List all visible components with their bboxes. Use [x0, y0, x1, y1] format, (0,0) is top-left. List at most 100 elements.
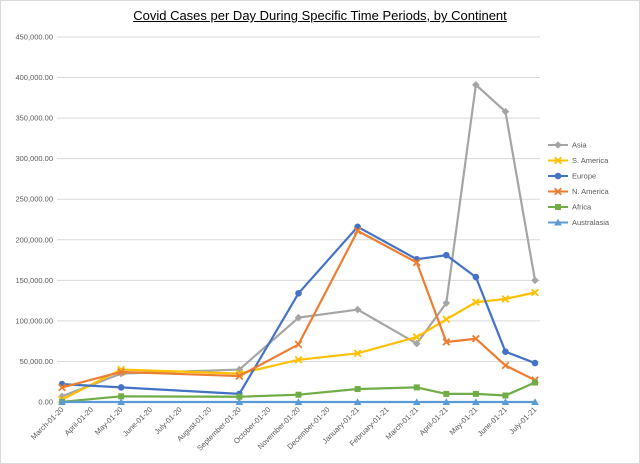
x-marker: [412, 258, 421, 267]
diamond-marker: [117, 369, 125, 378]
x-marker: [442, 338, 451, 346]
square-marker: [472, 390, 479, 397]
y-tick-label: 400,000.00: [15, 73, 53, 82]
square-marker: [295, 391, 302, 398]
square-marker: [354, 386, 361, 393]
series-n-america: [58, 226, 539, 392]
square-marker: [555, 204, 561, 210]
circle-marker: [502, 348, 509, 356]
circle-marker: [295, 290, 302, 297]
y-tick-label: 50,000.00: [20, 357, 53, 366]
diamond-marker: [554, 141, 562, 149]
x-marker: [471, 298, 480, 307]
y-tick-label: 100,000.00: [15, 316, 53, 325]
triangle-marker: [412, 398, 421, 405]
series-australasia: [58, 398, 539, 405]
circle-marker: [472, 273, 480, 281]
x-tick-label: March-01-20: [29, 405, 65, 441]
x-tick-label: June-01-20: [121, 405, 154, 438]
x-tick-label: April-01-21: [417, 405, 449, 437]
y-tick-label: 200,000.00: [15, 235, 53, 244]
series-line: [61, 291, 536, 401]
legend-label: Europe: [572, 172, 596, 181]
square-marker: [443, 390, 450, 397]
triangle-marker: [117, 398, 125, 405]
triangle-marker: [294, 398, 303, 405]
triangle-marker: [442, 398, 451, 405]
legend-item: Africa: [548, 203, 592, 212]
diamond-marker: [353, 305, 362, 314]
diamond-marker: [472, 81, 480, 89]
series-s-america: [58, 288, 539, 404]
series-asia: [58, 81, 539, 401]
series-line: [61, 229, 536, 389]
legend-label: S. America: [572, 156, 609, 165]
legend-item: Australasia: [548, 218, 610, 227]
circle-marker: [531, 359, 539, 367]
x-marker: [412, 333, 421, 342]
legend: Asia S. America Europe N. America Africa Aust…: [548, 141, 610, 227]
x-marker: [554, 156, 562, 165]
legend-item: N. America: [548, 187, 610, 196]
series-line: [61, 381, 536, 403]
y-tick-label: 0.00: [38, 398, 53, 407]
y-tick-label: 250,000.00: [15, 195, 53, 204]
triangle-marker: [235, 398, 244, 405]
legend-item: S. America: [548, 156, 609, 165]
diamond-marker: [412, 339, 421, 348]
legend-label: Asia: [572, 141, 587, 150]
diamond-marker: [235, 365, 244, 374]
triangle-marker: [531, 398, 539, 405]
y-tick-label: 300,000.00: [15, 154, 53, 163]
circle-marker: [117, 384, 125, 391]
x-marker: [294, 340, 303, 349]
x-marker: [353, 349, 362, 358]
x-marker: [235, 372, 244, 380]
x-marker: [117, 368, 126, 376]
x-marker: [501, 295, 510, 303]
y-tick-label: 350,000.00: [15, 114, 53, 123]
x-axis-ticks: March-01-20April-01-20May-01-20June-01-2…: [29, 405, 538, 453]
gridlines: [57, 36, 540, 403]
square-marker: [502, 392, 509, 399]
y-tick-label: 450,000.00: [15, 33, 53, 42]
x-marker: [294, 355, 303, 364]
legend-item: Europe: [548, 172, 596, 181]
triangle-marker: [501, 398, 510, 405]
legend-label: N. America: [572, 187, 610, 196]
diamond-marker: [501, 107, 510, 116]
x-tick-label: July-01-21: [507, 405, 538, 436]
diamond-marker: [294, 313, 303, 322]
triangle-marker: [554, 218, 562, 226]
x-marker: [554, 187, 562, 196]
x-marker: [501, 361, 510, 370]
x-tick-label: April-01-20: [63, 405, 95, 437]
series-line: [61, 83, 537, 398]
triangle-marker: [472, 398, 480, 405]
square-marker: [532, 379, 538, 386]
x-tick-label: July-01-20: [153, 405, 184, 436]
legend-label: Australasia: [572, 218, 610, 227]
square-marker: [118, 393, 125, 400]
square-marker: [236, 393, 243, 400]
circle-marker: [554, 172, 562, 180]
chart-title: Covid Cases per Day During Specific Time…: [133, 8, 507, 23]
square-marker: [413, 384, 420, 391]
x-marker: [58, 383, 66, 392]
diamond-marker: [531, 276, 539, 285]
series-group: [58, 81, 539, 405]
triangle-marker: [58, 398, 66, 405]
circle-marker: [443, 251, 450, 259]
x-marker: [471, 334, 480, 343]
x-tick-label: June-01-21: [476, 405, 509, 438]
diamond-marker: [442, 299, 451, 307]
x-marker: [442, 315, 451, 324]
x-marker: [531, 288, 539, 297]
series-europe: [58, 223, 539, 398]
y-tick-label: 150,000.00: [15, 276, 53, 285]
legend-item: Asia: [548, 141, 587, 150]
x-marker: [353, 226, 362, 235]
series-line: [61, 225, 536, 395]
triangle-marker: [353, 398, 362, 405]
